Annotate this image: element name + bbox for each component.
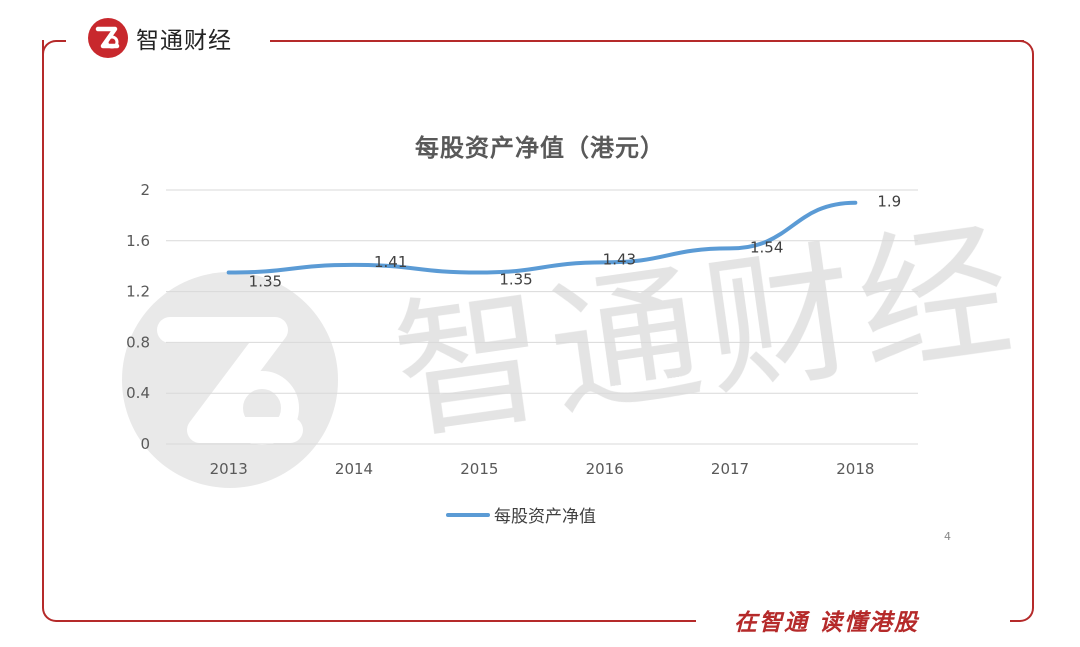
x-tick-label: 2016 xyxy=(586,460,624,478)
data-label: 1.41 xyxy=(374,253,407,271)
frame-corner-bottom-right xyxy=(1010,598,1034,622)
data-label: 1.43 xyxy=(603,250,636,268)
data-label: 1.9 xyxy=(877,193,901,211)
frame-top xyxy=(270,40,1024,42)
brand-name: 智通财经 xyxy=(136,28,232,54)
legend-label: 每股资产净值 xyxy=(494,507,596,527)
legend: 每股资产净值 xyxy=(446,502,596,527)
x-tick-label: 2013 xyxy=(210,460,248,478)
slogan: 在智通 读懂港股 xyxy=(734,610,920,636)
brand-header: 智通财经 xyxy=(88,18,232,58)
series-group xyxy=(226,200,858,275)
grid-lines xyxy=(166,189,918,445)
watermark: 智通财经 xyxy=(122,203,1027,488)
frame-corner-top-left xyxy=(42,40,66,64)
data-label: 1.35 xyxy=(249,273,282,291)
series-line xyxy=(226,200,858,275)
frame-corner-bottom-left xyxy=(42,598,66,622)
frame-bottom xyxy=(64,620,696,622)
legend-swatch xyxy=(446,512,490,517)
y-tick-label: 0.4 xyxy=(126,384,150,402)
y-tick-label: 2 xyxy=(140,181,150,199)
frame-right xyxy=(1032,62,1034,605)
stray-mark: 4 xyxy=(944,530,951,543)
chart-title: 每股资产净值（港元） xyxy=(415,134,665,162)
zhitong-logo-icon xyxy=(88,18,128,58)
x-axis-ticks: 2013 2014 2015 2016 2017 2018 xyxy=(210,460,875,478)
x-tick-label: 2018 xyxy=(836,460,874,478)
data-label: 1.54 xyxy=(750,238,783,256)
frame-corner-top-right xyxy=(1010,40,1034,64)
y-tick-label: 0 xyxy=(140,435,150,453)
y-tick-label: 0.8 xyxy=(126,333,150,351)
y-tick-label: 1.6 xyxy=(126,232,150,250)
x-tick-label: 2017 xyxy=(711,460,749,478)
data-label: 1.35 xyxy=(499,271,532,289)
y-tick-label: 1.2 xyxy=(126,283,150,301)
data-labels: 1.35 1.41 1.35 1.43 1.54 1.9 xyxy=(249,193,902,291)
frame-left xyxy=(42,40,44,605)
y-axis-ticks: 0 0.4 0.8 1.2 1.6 2 xyxy=(126,181,150,453)
watermark-text: 智通财经 xyxy=(384,203,1026,462)
x-tick-label: 2014 xyxy=(335,460,373,478)
x-tick-label: 2015 xyxy=(460,460,498,478)
